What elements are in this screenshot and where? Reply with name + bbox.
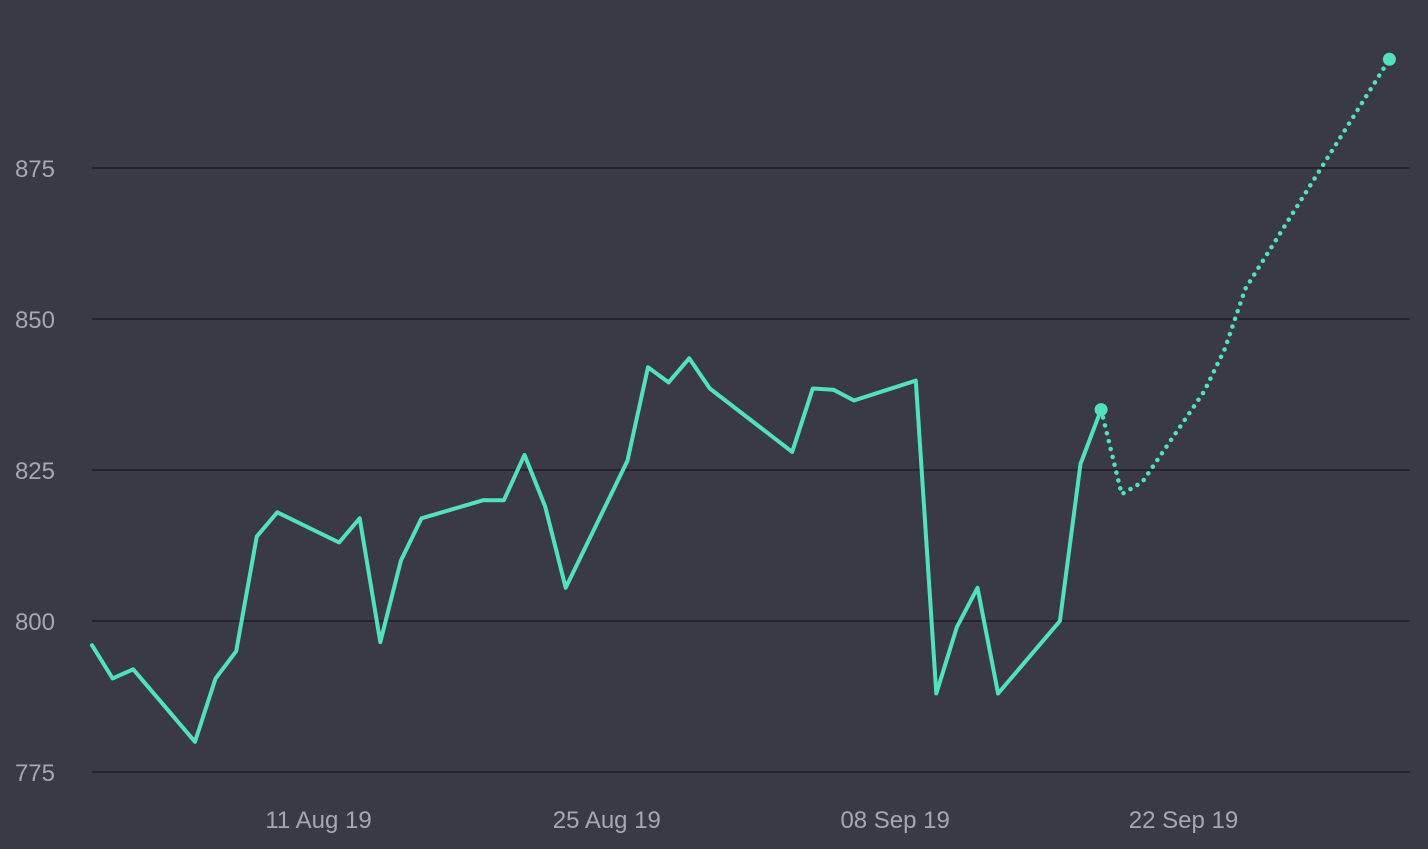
x-tick-label: 22 Sep 19 <box>1129 807 1238 834</box>
history-line <box>90 356 1104 744</box>
y-tick-label: 800 <box>15 609 55 636</box>
forecast-line <box>1098 57 1392 497</box>
x-tick-label: 25 Aug 19 <box>553 807 661 834</box>
last-actual-point <box>1094 403 1108 417</box>
y-tick-label: 825 <box>15 458 55 485</box>
y-tick-label: 775 <box>15 760 55 787</box>
y-tick-label: 875 <box>15 156 55 183</box>
y-tick-label: 850 <box>15 307 55 334</box>
x-tick-label: 08 Sep 19 <box>840 807 949 834</box>
forecast-end-point <box>1382 52 1396 66</box>
x-tick-label: 11 Aug 19 <box>265 807 371 834</box>
